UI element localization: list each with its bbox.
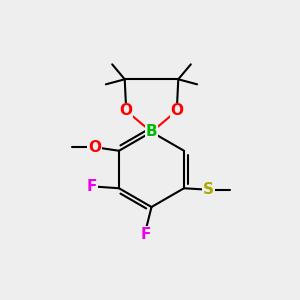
Text: O: O <box>170 103 183 118</box>
Text: S: S <box>203 182 214 197</box>
Text: O: O <box>88 140 101 155</box>
Text: O: O <box>120 103 133 118</box>
Text: B: B <box>146 124 157 140</box>
Text: F: F <box>141 227 151 242</box>
Text: F: F <box>87 179 97 194</box>
